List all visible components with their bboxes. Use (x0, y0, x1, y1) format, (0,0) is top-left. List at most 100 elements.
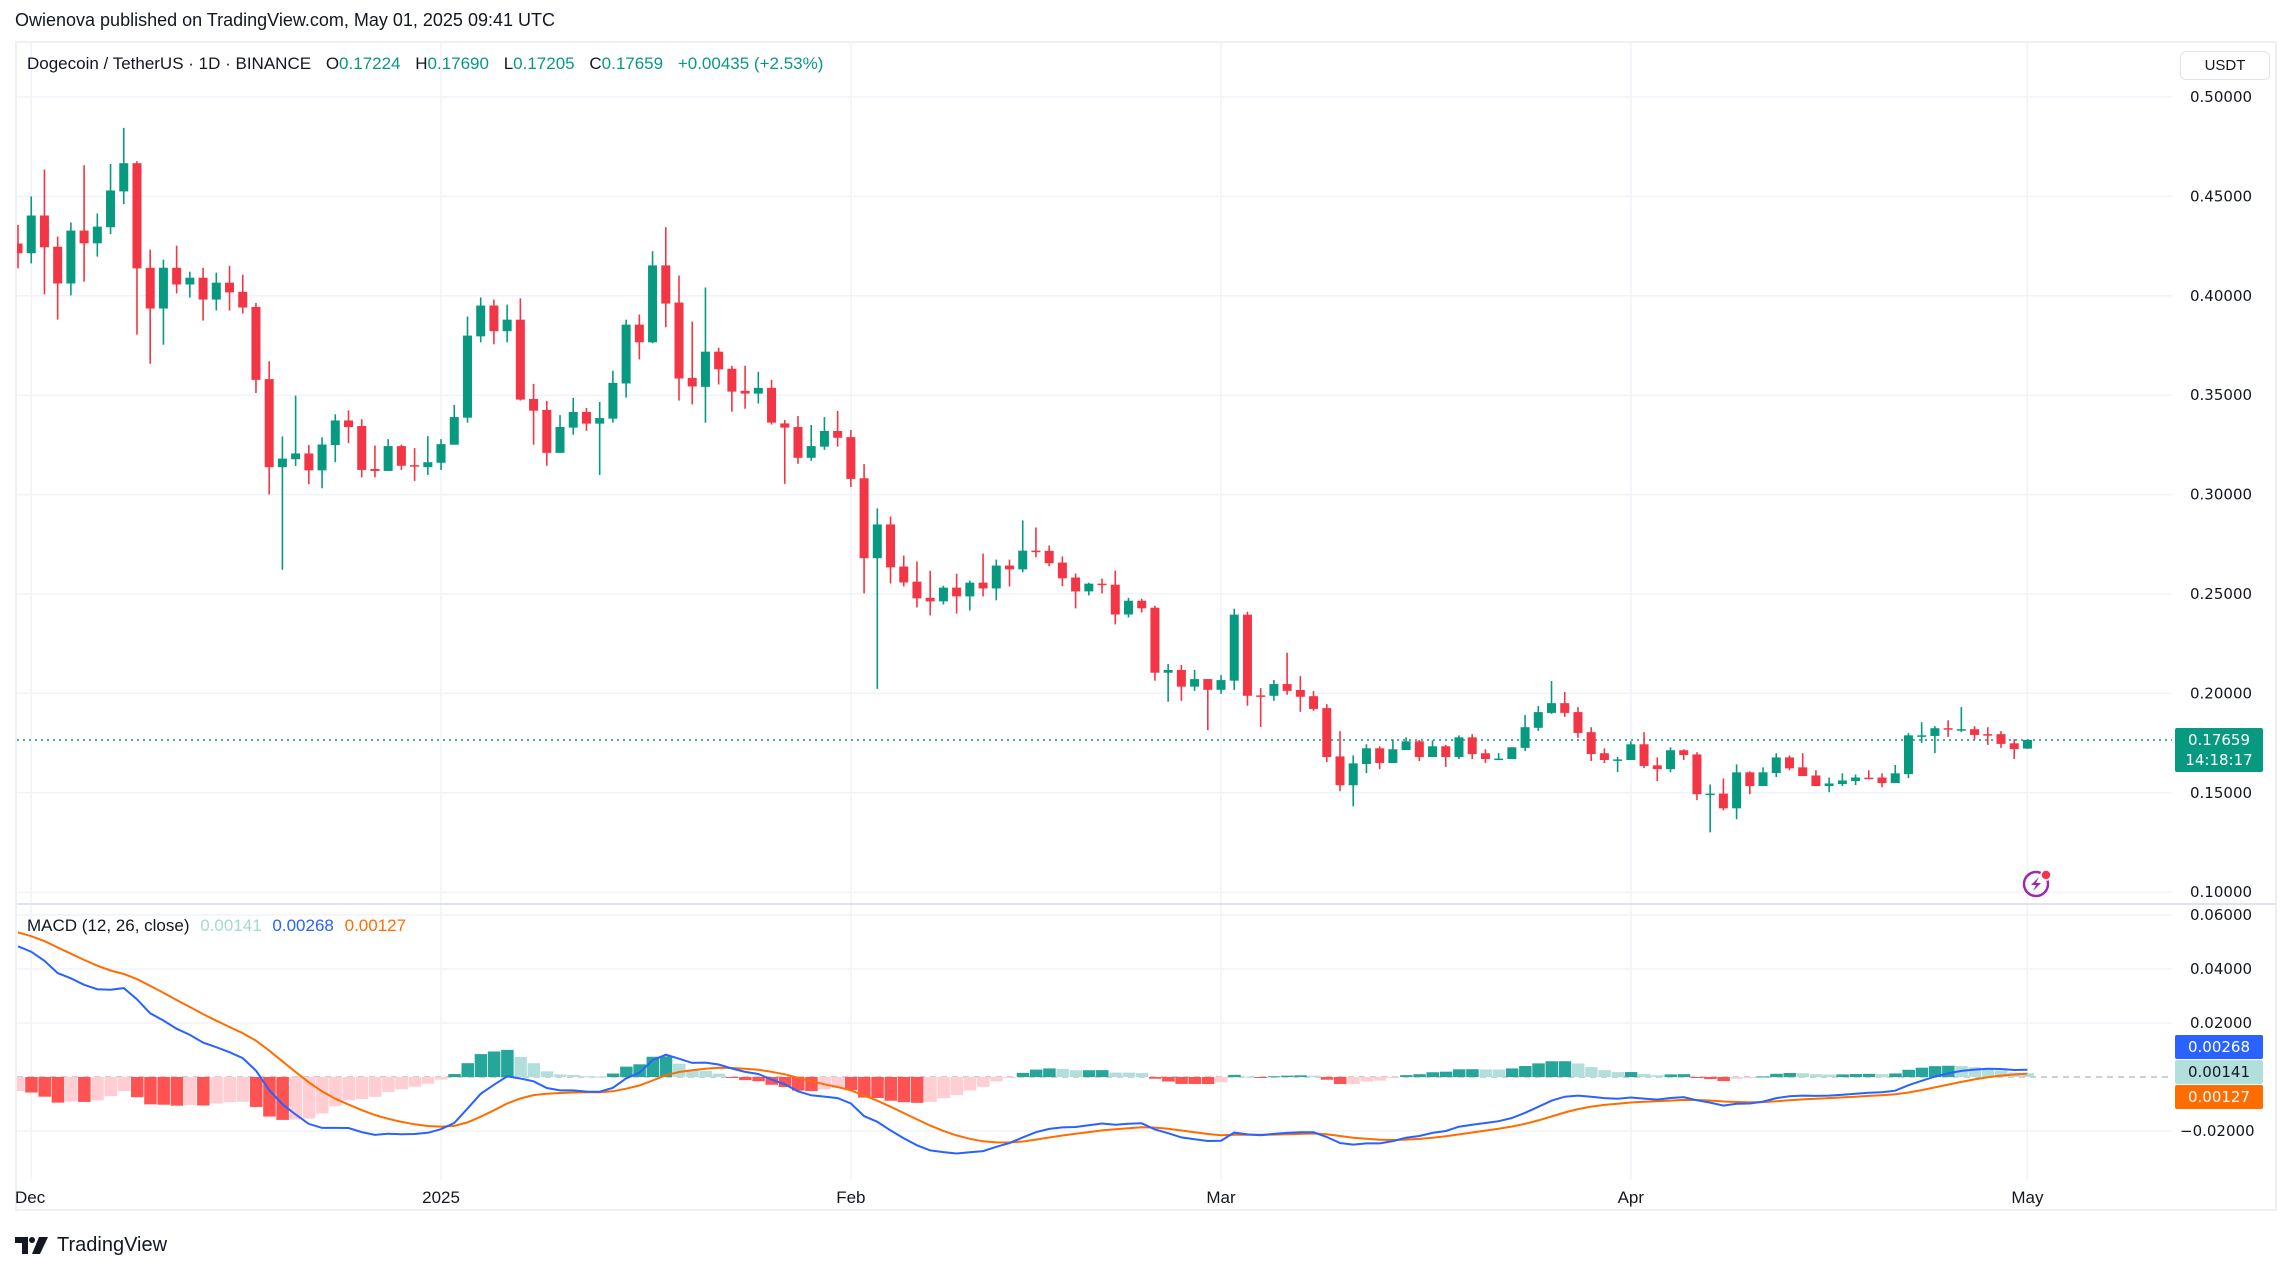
time-axis[interactable]: Dec 2025 Feb Mar Apr May (15, 1188, 2044, 1207)
candle-body (92, 226, 102, 244)
candle-body (1784, 757, 1794, 769)
macd-histogram-bar (791, 1077, 805, 1091)
macd-histogram-bar (17, 1077, 25, 1092)
candle (1718, 778, 1728, 811)
candle (1375, 746, 1385, 770)
candle-body (1110, 584, 1120, 615)
candle (119, 127, 129, 205)
alert-lightning-icon[interactable] (2022, 869, 2052, 898)
candle-body (251, 306, 261, 380)
macd-histogram-bar (831, 1077, 845, 1089)
candle (674, 275, 684, 401)
candle-body (1851, 777, 1861, 782)
candle-body (568, 411, 578, 428)
candle-body (912, 581, 922, 599)
symbol-legend[interactable]: Dogecoin / TetherUS · 1D · BINANCE O0.17… (27, 54, 823, 74)
macd-legend[interactable]: MACD (12, 26, close) 0.00141 0.00268 0.0… (27, 916, 406, 936)
candle-body (357, 426, 367, 470)
candle-body (1057, 562, 1067, 579)
candle-body (1441, 746, 1451, 758)
macd-histogram-bar (712, 1073, 726, 1077)
candle-body (238, 291, 248, 308)
candle (1639, 732, 1649, 769)
candle (79, 165, 89, 282)
macd-histogram-bar (1915, 1067, 1929, 1077)
time-axis-label: May (2011, 1188, 2044, 1207)
candle-body (529, 398, 539, 411)
candle-body (1613, 759, 1623, 761)
candle-body (1190, 679, 1200, 687)
macd-histogram-bar (1664, 1074, 1677, 1077)
macd-histogram-bar (289, 1077, 303, 1120)
candle (1586, 727, 1596, 761)
currency-button[interactable]: USDT (2180, 51, 2270, 80)
candle-body (806, 446, 816, 458)
candle (1652, 757, 1662, 782)
candle-body (1216, 680, 1226, 690)
candle-body (2009, 743, 2019, 750)
macd-axis-label: −0.02000 (2180, 1122, 2255, 1140)
macd-histogram-bar (818, 1077, 831, 1090)
high-label: H (415, 54, 428, 73)
macd-axis[interactable]: 0.06000 0.04000 0.02000 −0.02000 (2180, 906, 2255, 1140)
candle (476, 297, 486, 343)
macd-histogram-bar (1294, 1075, 1307, 1077)
macd-histogram-bar (91, 1077, 104, 1101)
macd-histogram-bar (1347, 1077, 1360, 1084)
macd-histogram-bar (1902, 1069, 1915, 1077)
candle (581, 407, 591, 431)
candle (542, 400, 552, 466)
macd-histogram-bar (1148, 1077, 1162, 1079)
candle (344, 410, 353, 444)
price-axis[interactable]: 0.50000 0.45000 0.40000 0.35000 0.30000 0.250… (2190, 88, 2252, 901)
macd-histogram-bar (1413, 1074, 1426, 1077)
candle (846, 429, 856, 488)
candle (449, 404, 459, 445)
macd-histogram-bar (1823, 1074, 1836, 1077)
candle-body (1718, 793, 1728, 809)
candle (264, 361, 274, 495)
macd-histogram-bar (1439, 1071, 1453, 1077)
candle-body (1137, 600, 1147, 609)
candle-body (502, 319, 512, 332)
candle (1123, 597, 1133, 618)
candle-body (621, 324, 631, 384)
tradingview-logo[interactable]: TradingView (15, 1234, 167, 1257)
candle-body (396, 446, 406, 466)
low-label: L (503, 54, 514, 73)
candle (357, 419, 367, 478)
candle (1309, 691, 1319, 711)
candle (727, 365, 737, 412)
candle-body (634, 324, 644, 343)
candle (1110, 570, 1120, 625)
candle (2009, 739, 2019, 760)
macd-histogram-bar (897, 1077, 911, 1103)
candle (66, 222, 76, 296)
macd-histogram-bar (1849, 1074, 1863, 1077)
macd-histogram-bar (130, 1077, 144, 1098)
candle-body (1203, 679, 1213, 690)
candle (568, 397, 578, 435)
macd-histogram-bar (197, 1077, 210, 1106)
price-axis-label: 0.10000 (2190, 883, 2252, 901)
candle-body (978, 582, 988, 589)
candle-body (264, 379, 274, 468)
candle (17, 224, 23, 269)
macd-histogram-bar (1175, 1077, 1188, 1084)
macd-histogram-bar (1796, 1073, 1810, 1077)
macd-histogram-bar (1704, 1077, 1717, 1080)
macd-histogram-bar (144, 1077, 157, 1105)
macd-histogram-bar (1254, 1077, 1268, 1078)
candle-body (846, 437, 856, 479)
open-value: 0.17224 (339, 54, 401, 73)
candle-body (1705, 793, 1715, 796)
candle-body (1428, 746, 1438, 758)
time-axis-label: Mar (1206, 1188, 1236, 1207)
macd-histogram-bar (1730, 1077, 1744, 1079)
macd-line-value: 0.00268 (272, 916, 334, 935)
candle-body (317, 444, 327, 471)
candle (700, 287, 710, 423)
macd-histogram-bar (1545, 1061, 1559, 1077)
bar-countdown: 14:18:17 (2185, 751, 2253, 769)
